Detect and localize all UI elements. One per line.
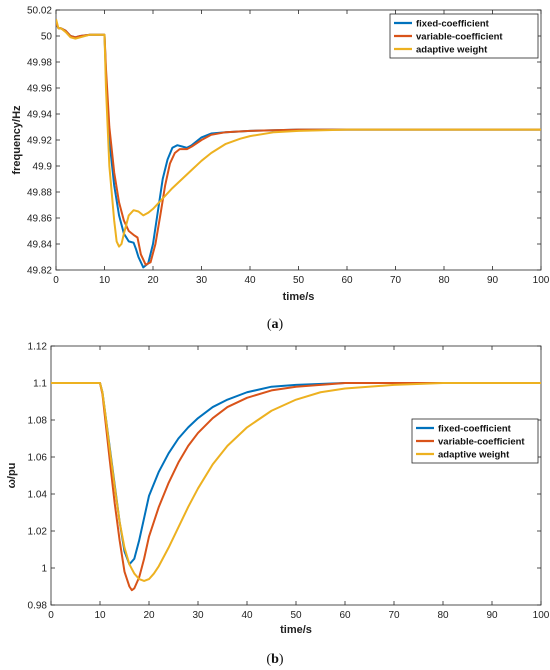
x-tick-label: 70 xyxy=(388,610,400,621)
y-tick-label: 49.94 xyxy=(27,110,52,121)
x-tick-label: 90 xyxy=(487,275,499,286)
caption-b: (b) xyxy=(266,652,283,667)
caption-a: (a) xyxy=(267,317,284,332)
y-tick-label: 49.86 xyxy=(27,214,52,225)
chart-a: 0 10 20 30 40 50 60 70 80 90 100 49.82 49.84 49.86 49.… xyxy=(11,6,550,304)
caption-a-letter: a xyxy=(272,317,279,332)
legend: fixed-coefficient variable-coefficient ada… xyxy=(411,418,539,464)
y-tick-label: 1.1 xyxy=(33,379,47,390)
y-tick-label: 49.98 xyxy=(27,58,52,69)
y-tick-label: 49.92 xyxy=(27,136,52,147)
y-tick-label: 1.12 xyxy=(28,342,48,353)
legend-entry: variable-coefficient xyxy=(416,31,503,42)
y-tick-label: 1.04 xyxy=(28,490,48,501)
y-tick-label: 49.84 xyxy=(27,240,52,251)
y-tick-label: 1.08 xyxy=(28,416,48,427)
x-axis-label: time/s xyxy=(280,624,312,636)
x-tick-label: 40 xyxy=(241,610,253,621)
y-tick-label: 1.02 xyxy=(28,527,48,538)
legend-entry: fixed-coefficient xyxy=(438,423,512,434)
caption-b-letter: b xyxy=(271,652,279,667)
x-tick-label: 80 xyxy=(437,610,449,621)
y-axis-label: ω/pu xyxy=(6,463,18,489)
x-tick-label: 50 xyxy=(293,275,305,286)
y-tick-label: 49.9 xyxy=(33,162,53,173)
y-tick-label: 49.96 xyxy=(27,84,52,95)
legend-entry: adaptive weight xyxy=(438,449,510,460)
x-tick-label: 20 xyxy=(143,610,155,621)
y-tick-label: 0.98 xyxy=(28,601,48,612)
x-tick-label: 50 xyxy=(290,610,302,621)
legend-entry: fixed-coefficient xyxy=(416,18,490,29)
legend-entry: variable-coefficient xyxy=(438,436,525,447)
x-tick-label: 100 xyxy=(533,275,550,286)
x-tick-label: 80 xyxy=(438,275,450,286)
y-tick-label: 50 xyxy=(41,32,53,43)
y-tick-label: 49.88 xyxy=(27,188,52,199)
x-tick-label: 100 xyxy=(533,610,550,621)
x-axis-label: time/s xyxy=(283,291,315,303)
legend-entry: adaptive weight xyxy=(416,44,488,55)
x-tick-label: 60 xyxy=(339,610,351,621)
series-line-adaptive-weight xyxy=(51,382,541,582)
y-tick-label: 50.02 xyxy=(27,6,52,17)
x-tick-label: 20 xyxy=(147,275,159,286)
x-tick-label: 60 xyxy=(341,275,353,286)
x-tick-label: 10 xyxy=(94,610,106,621)
series-line-variable-coefficient xyxy=(51,382,541,592)
x-tick-label: 30 xyxy=(192,610,204,621)
y-tick-label: 49.82 xyxy=(27,266,52,277)
y-tick-label: 1 xyxy=(41,564,47,575)
legend-box xyxy=(389,13,539,59)
x-tick-label: 90 xyxy=(486,610,498,621)
chart-b: 0 10 20 30 40 50 60 70 80 90 100 0.98 1 1.02 1.04 1.06 1… xyxy=(6,342,550,637)
x-tick-label: 0 xyxy=(48,610,54,621)
series-line-variable-coefficient xyxy=(56,22,541,266)
legend: fixed-coefficient variable-coefficient ada… xyxy=(389,13,539,59)
x-tick-label: 70 xyxy=(390,275,402,286)
x-tick-label: 30 xyxy=(196,275,208,286)
y-tick-label: 1.06 xyxy=(28,453,48,464)
y-axis-label: frequency/Hz xyxy=(11,105,23,175)
series-line-adaptive-weight xyxy=(56,18,541,248)
x-tick-label: 40 xyxy=(244,275,256,286)
x-tick-label: 10 xyxy=(99,275,111,286)
x-tick-label: 0 xyxy=(53,275,59,286)
